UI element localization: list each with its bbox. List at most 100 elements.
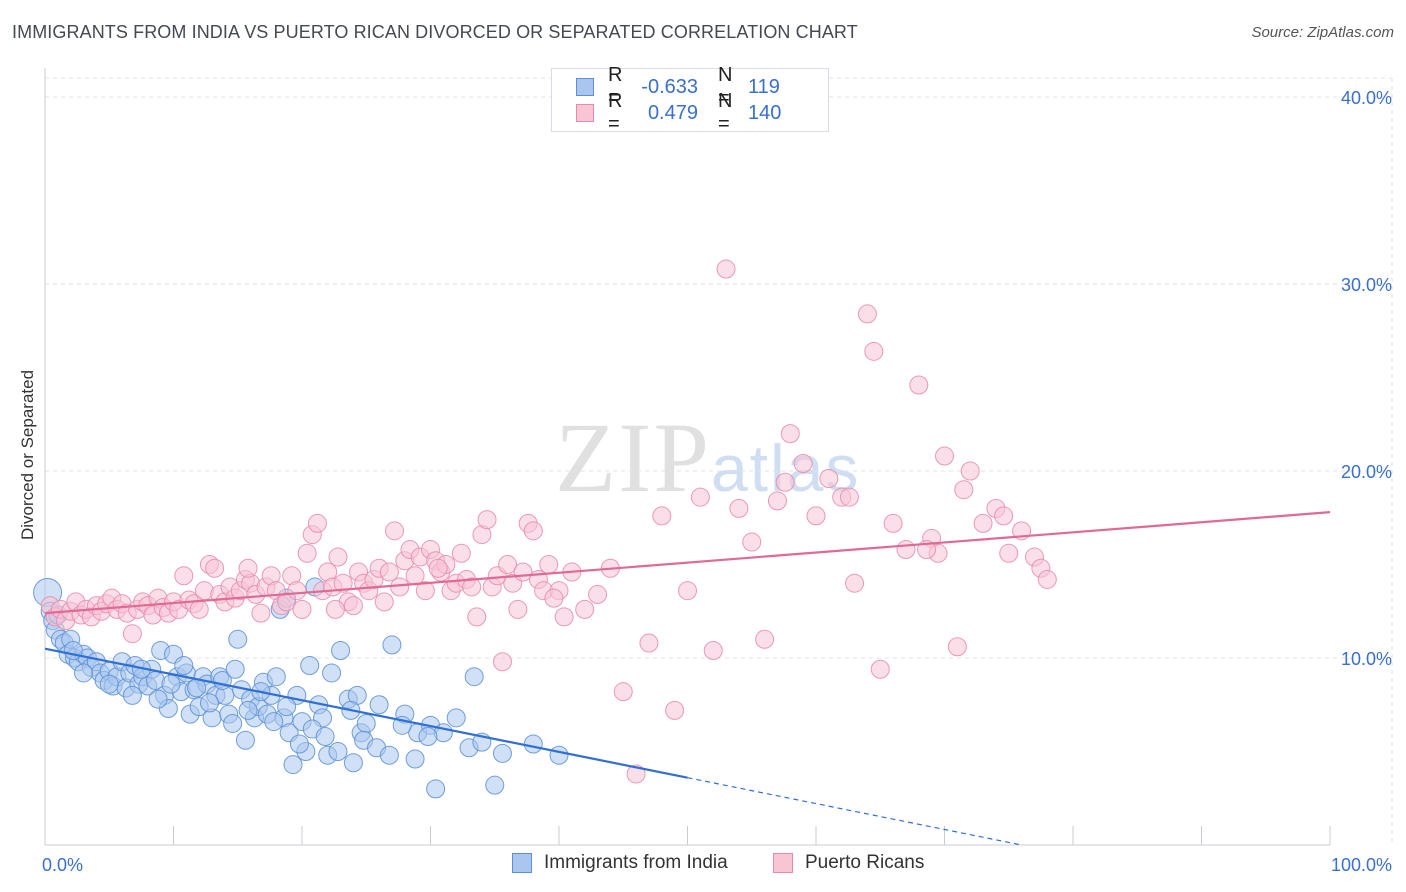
india-point: [369, 695, 389, 715]
legend-item-india[interactable]: Immigrants from India: [512, 852, 728, 874]
puerto-rican-point: [806, 506, 826, 526]
india-point: [464, 667, 484, 687]
n-value: 119: [748, 75, 780, 98]
puerto-rican-point: [626, 764, 646, 784]
puerto-rican-point: [883, 513, 903, 533]
india-point: [331, 641, 351, 661]
india-point: [225, 659, 245, 679]
series-legend: Immigrants from India Puerto Ricans: [0, 852, 1406, 878]
puerto-rican-point: [780, 424, 800, 444]
puerto-rican-point: [775, 472, 795, 492]
india-point: [322, 663, 342, 683]
puerto-rican-point: [793, 454, 813, 474]
puerto-rican-point: [767, 491, 787, 511]
india-trend-extension: [687, 777, 1022, 846]
puerto-rican-point: [379, 562, 399, 582]
india-trend-line: [44, 647, 688, 779]
puerto-rican-point: [729, 498, 749, 518]
puerto-rican-point: [716, 259, 736, 279]
watermark-zip: ZIP: [555, 402, 711, 513]
y-tick-label: 30.0%: [1341, 275, 1392, 295]
puerto-rican-point: [405, 566, 425, 586]
y-tick-label: 20.0%: [1341, 462, 1392, 482]
india-point: [523, 734, 543, 754]
y-tick-label: 40.0%: [1341, 88, 1392, 108]
puerto-rican-point: [390, 577, 410, 597]
india-point: [485, 775, 505, 795]
india-point: [74, 663, 94, 683]
india-point: [264, 712, 284, 732]
puerto-rican-point: [870, 659, 890, 679]
india-point: [315, 727, 335, 747]
india-point: [328, 742, 348, 761]
legend-item-puerto-rican[interactable]: Puerto Ricans: [773, 852, 924, 874]
puerto-rican-point: [845, 573, 865, 593]
puerto-rican-point: [864, 341, 884, 361]
puerto-rican-point: [544, 588, 564, 608]
india-point: [446, 708, 466, 728]
india-point: [63, 641, 83, 661]
india-point: [228, 629, 248, 649]
puerto-rican-point: [415, 581, 435, 601]
puerto-rican-point: [909, 375, 929, 395]
india-point: [148, 689, 168, 709]
x-tick-label: 100.0%: [1331, 855, 1392, 875]
n-label: N =: [718, 64, 733, 109]
stats-row-india: R = -0.633 N = 119: [576, 64, 780, 109]
puerto-rican-point: [947, 637, 967, 657]
puerto-rican-point: [554, 607, 574, 627]
trend-lines: [44, 511, 1331, 846]
axes: [44, 68, 1331, 846]
puerto-rican-point: [492, 652, 512, 672]
stats-legend: R = -0.633 N = 119 R = 0.479 N = 140: [551, 64, 829, 135]
puerto-rican-point: [839, 487, 859, 507]
chart-source: Source: ZipAtlas.com: [1251, 24, 1394, 41]
data-points: [33, 259, 1057, 799]
india-legend-swatch: [512, 853, 532, 873]
india-point: [283, 755, 303, 775]
puerto-rican-point: [613, 682, 633, 702]
puerto-rican-point: [1037, 569, 1057, 589]
puerto-rican-point: [539, 555, 559, 574]
india-point: [122, 685, 142, 705]
india-point: [99, 674, 119, 694]
puerto-rican-point: [374, 592, 394, 612]
puerto-rican-point: [575, 599, 595, 619]
india-point: [266, 667, 286, 687]
puerto-rican-point: [896, 540, 916, 560]
r-value: 0.479: [647, 101, 698, 124]
x-tick-label: 0.0%: [42, 855, 83, 875]
india-point: [549, 745, 569, 765]
puerto-rican-point: [498, 555, 518, 574]
india-point: [238, 700, 258, 720]
puerto-rican-point: [325, 599, 345, 619]
india-point: [382, 635, 402, 655]
puerto-rican-point: [703, 641, 723, 661]
india-point: [356, 713, 376, 733]
puerto-rican-point: [287, 581, 307, 601]
puerto-rican-trend-line: [44, 511, 1331, 615]
india-point: [277, 697, 297, 717]
india-point: [426, 779, 446, 799]
india-point: [379, 745, 399, 765]
india-swatch: [576, 78, 594, 96]
puerto-rican-point: [328, 547, 348, 567]
puerto-rican-point: [960, 461, 980, 481]
watermark: ZIPatlas: [555, 400, 860, 515]
puerto-rican-point: [742, 532, 762, 552]
puerto-rican-point: [678, 581, 697, 601]
puerto-rican-point: [523, 521, 543, 541]
puerto-rican-point: [994, 506, 1014, 526]
puerto-rican-point: [690, 487, 710, 507]
india-point: [343, 753, 363, 773]
puerto-rican-point: [508, 599, 528, 619]
india-point: [187, 678, 207, 698]
puerto-rican-point: [122, 624, 142, 644]
puerto-rican-point: [428, 558, 448, 578]
y-axis-label: Divorced or Separated: [18, 369, 37, 541]
puerto-rican-point: [639, 633, 659, 653]
puerto-rican-point: [251, 603, 271, 623]
n-value: 140: [748, 101, 782, 124]
puerto-rican-point: [205, 558, 225, 578]
india-point: [161, 674, 181, 694]
